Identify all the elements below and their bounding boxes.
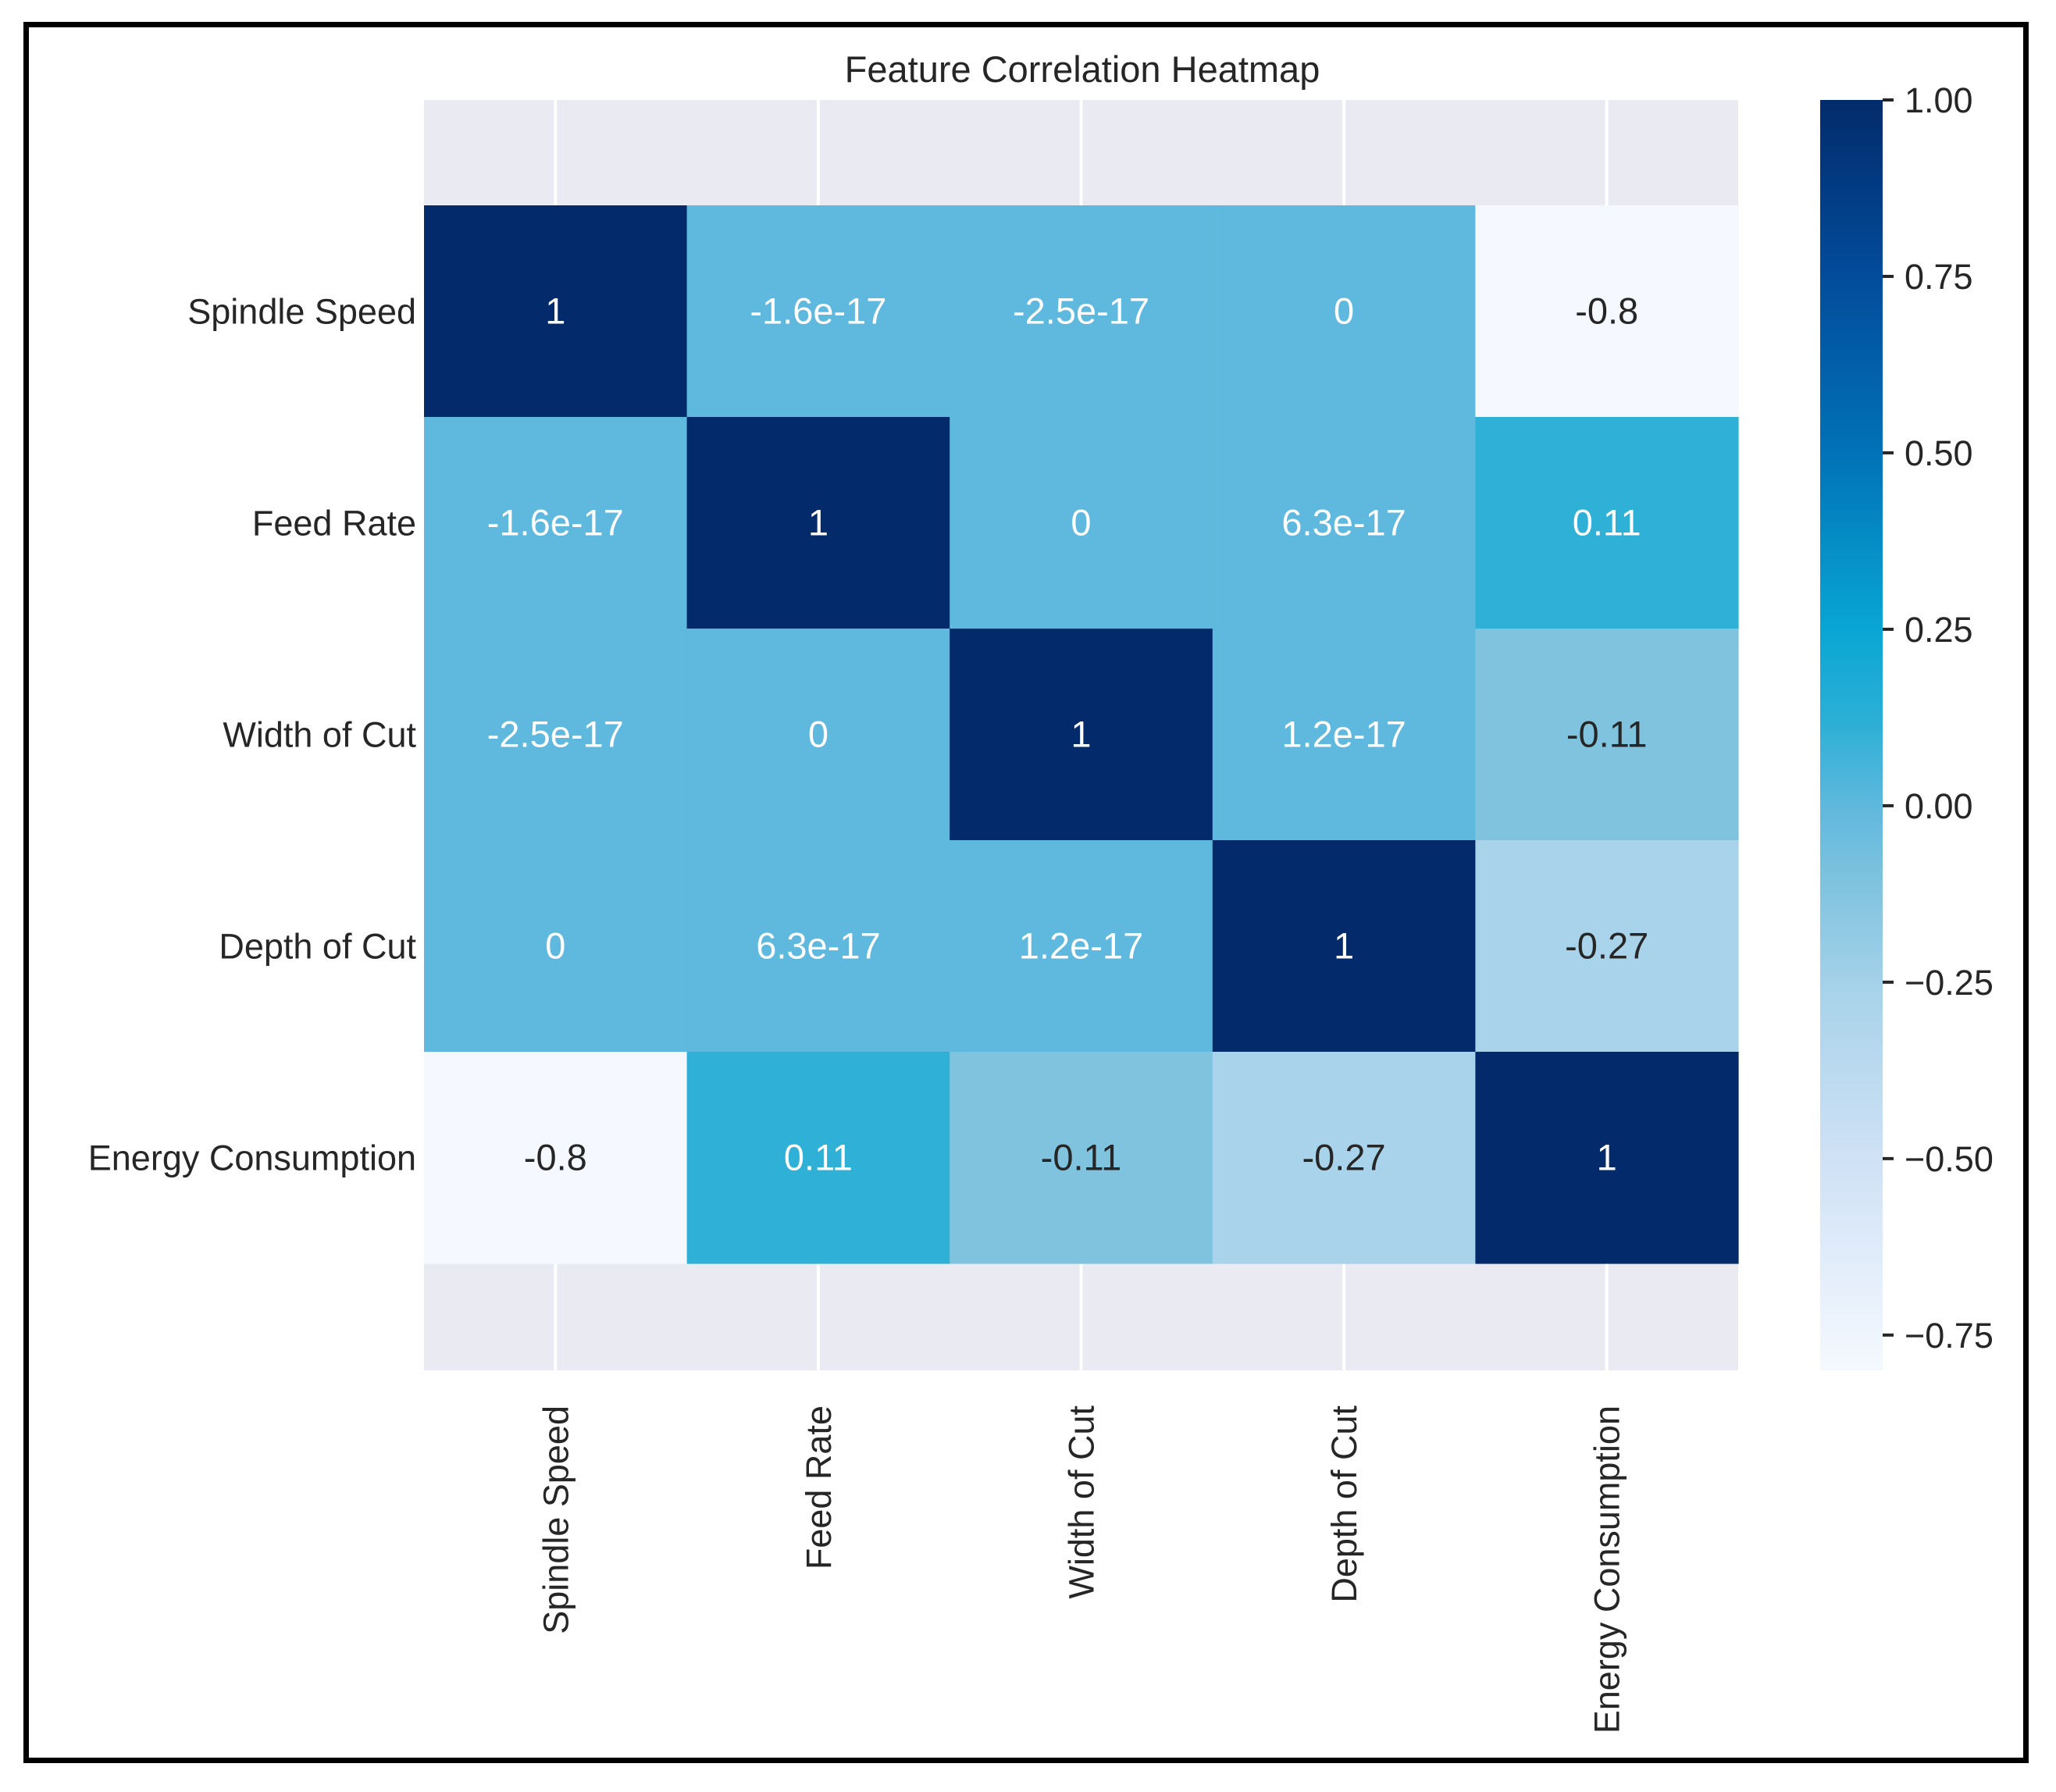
colorbar-tick-label: −0.50 <box>1905 1139 1994 1179</box>
heatmap-cell <box>950 205 1213 418</box>
cell-annotation: 1.2e-17 <box>1281 714 1406 755</box>
heatmap-cell <box>1212 629 1476 841</box>
cell-annotation: 0 <box>1334 290 1354 332</box>
cell-annotation: 1 <box>808 502 828 543</box>
cell-annotation: 1 <box>545 290 565 332</box>
colorbar-tick-label: −0.75 <box>1905 1316 1994 1356</box>
heatmap-cell <box>424 629 688 841</box>
cell-annotation: 1.2e-17 <box>1019 925 1143 967</box>
heatmap-cell <box>1475 205 1739 418</box>
heatmap-cell <box>424 417 688 629</box>
heatmap-cell <box>686 629 950 841</box>
cell-annotations: 1 -1.6e-17 -2.5e-17 0 -0.8 -1.6e-17 1 0 6.3e-17 0… <box>487 290 1649 1178</box>
colorbar-tick-label: −0.25 <box>1905 963 1994 1003</box>
y-tick-label: Width of Cut <box>223 715 416 755</box>
cell-annotation: -0.11 <box>1041 1137 1122 1178</box>
y-tick-label: Feed Rate <box>252 504 416 543</box>
heatmap-cell <box>1212 417 1476 629</box>
cell-annotation: 0 <box>545 925 565 967</box>
cell-annotation: 1 <box>1597 1137 1617 1178</box>
cell-annotation: 1 <box>1071 714 1091 755</box>
x-axis-tick-labels: Spindle Speed Feed Rate Width of Cut Depth … <box>536 1405 1627 1734</box>
heatmap-cell <box>1475 417 1739 629</box>
cell-annotation: 6.3e-17 <box>756 925 880 967</box>
heatmap-cell <box>1212 205 1476 418</box>
y-axis-tick-labels: Spindle Speed Feed Rate Width of Cut Depth … <box>88 292 417 1178</box>
cell-annotation: 0 <box>1071 502 1091 543</box>
heatmap-cell <box>1475 840 1739 1053</box>
y-tick-label: Energy Consumption <box>88 1138 416 1178</box>
cell-annotation: -1.6e-17 <box>487 502 624 543</box>
heatmap-cell <box>424 205 688 418</box>
colorbar <box>1820 100 1883 1370</box>
x-tick-label: Feed Rate <box>799 1405 839 1569</box>
y-tick-label: Depth of Cut <box>219 927 416 967</box>
colorbar-tick-label: 0.00 <box>1905 786 1973 826</box>
heatmap-cell <box>424 1052 688 1264</box>
heatmap-cell <box>686 1052 950 1264</box>
cell-annotation: 6.3e-17 <box>1281 502 1406 543</box>
x-tick-label: Depth of Cut <box>1324 1405 1364 1603</box>
cell-annotation: 1 <box>1334 925 1354 967</box>
colorbar-tick-label: 0.50 <box>1905 433 1973 473</box>
cell-annotation: -0.11 <box>1566 714 1648 755</box>
heatmap-cell <box>686 205 950 418</box>
x-tick-label: Energy Consumption <box>1587 1405 1627 1733</box>
heatmap-cells <box>424 205 1739 1264</box>
cell-annotation: -0.27 <box>1302 1137 1386 1178</box>
heatmap-cell <box>950 840 1213 1053</box>
x-tick-label: Spindle Speed <box>536 1405 575 1634</box>
heatmap-cell <box>1212 840 1476 1053</box>
cell-annotation: 0.11 <box>1573 502 1641 543</box>
x-tick-label: Width of Cut <box>1062 1405 1102 1599</box>
colorbar-tick-label: 0.25 <box>1905 610 1973 650</box>
cell-annotation: 0.11 <box>784 1137 853 1178</box>
heatmap-cell <box>686 840 950 1053</box>
y-tick-label: Spindle Speed <box>187 292 416 332</box>
heatmap-chart: 1 -1.6e-17 -2.5e-17 0 -0.8 -1.6e-17 1 0 6.3e-17 0… <box>88 48 1994 1734</box>
heatmap-cell <box>1212 1052 1476 1264</box>
colorbar-tick-label: 0.75 <box>1905 257 1973 297</box>
chart-title: Feature Correlation Heatmap <box>845 48 1320 90</box>
heatmap-cell <box>1475 1052 1739 1264</box>
cell-annotation: -0.27 <box>1565 925 1648 967</box>
heatmap-cell <box>1475 629 1739 841</box>
cell-annotation: -1.6e-17 <box>750 290 886 332</box>
cell-annotation: -0.8 <box>1575 290 1638 332</box>
heatmap-cell <box>950 1052 1213 1264</box>
cell-annotation: -0.8 <box>524 1137 587 1178</box>
heatmap-cell <box>950 417 1213 629</box>
cell-annotation: 0 <box>808 714 828 755</box>
cell-annotation: -2.5e-17 <box>1013 290 1149 332</box>
figure-frame: 1 -1.6e-17 -2.5e-17 0 -0.8 -1.6e-17 1 0 6.3e-17 0… <box>23 22 2029 1763</box>
heatmap-cell <box>424 840 688 1053</box>
heatmap-cell <box>950 629 1213 841</box>
cell-annotation: -2.5e-17 <box>487 714 624 755</box>
heatmap-cell <box>686 417 950 629</box>
colorbar-tick-label: 1.00 <box>1905 80 1973 120</box>
colorbar-ticks: 1.00 0.75 0.50 0.25 0.00 −0.25 −0.50 −0.75 <box>1883 80 1994 1356</box>
